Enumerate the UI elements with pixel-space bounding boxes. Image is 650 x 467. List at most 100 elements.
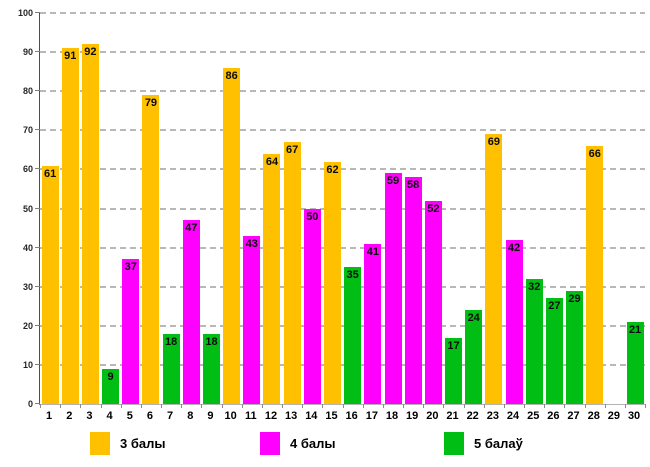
y-axis-tick-label: 90 — [22, 47, 33, 58]
bar-slot: 24 — [464, 13, 484, 404]
x-axis-tick-label: 20 — [426, 410, 439, 422]
x-axis-tick-mark — [181, 404, 183, 408]
bar: 61 — [41, 165, 59, 404]
x-axis-tick-mark — [282, 404, 283, 408]
bar: 91 — [61, 48, 79, 404]
bar: 86 — [223, 67, 241, 404]
legend-item: 3 балы — [90, 429, 165, 457]
bar: 52 — [424, 200, 442, 404]
x-axis-tick-mark — [140, 404, 142, 408]
bar-slot: 37 — [121, 13, 141, 404]
bar-value-label: 17 — [447, 339, 460, 352]
x-axis-tick-label: 29 — [607, 410, 621, 422]
y-axis-tick-mark — [35, 207, 40, 209]
x-axis-tick-mark — [80, 404, 82, 408]
legend-swatch-green — [444, 431, 464, 455]
bar-value-label: 47 — [185, 222, 198, 235]
bar-value-label: 50 — [306, 210, 319, 223]
x-axis-tick-mark — [302, 404, 304, 408]
x-axis-tick-label: 28 — [587, 410, 600, 422]
y-axis-tick-mark — [35, 246, 40, 248]
legend-label: 5 балаў — [474, 435, 523, 451]
x-axis-tick-label: 19 — [406, 410, 419, 422]
bar-value-label: 21 — [628, 323, 642, 336]
x-axis-tick-mark — [342, 404, 344, 408]
bar: 32 — [525, 278, 543, 404]
x-axis-tick-label: 5 — [126, 410, 133, 422]
x-axis-tick-mark — [483, 404, 485, 408]
bar: 21 — [626, 321, 644, 404]
x-axis-tick-label: 25 — [527, 410, 540, 422]
bar: 18 — [162, 333, 180, 404]
gridline — [40, 285, 645, 288]
legend-item: 5 балаў — [444, 429, 523, 457]
y-axis-tick-label: 40 — [22, 242, 33, 253]
x-axis-tick-mark — [221, 404, 223, 408]
x-axis-tick-mark — [463, 404, 465, 408]
bar-slot: 66 — [585, 13, 605, 404]
bar-value-label: 69 — [487, 136, 500, 149]
y-axis-tick-label: 80 — [22, 86, 33, 97]
bar-value-label: 9 — [107, 370, 114, 383]
bar-slot — [605, 13, 625, 404]
x-axis-tick-mark — [604, 404, 606, 408]
bar: 92 — [81, 44, 99, 404]
x-axis-tick-label: 14 — [305, 410, 318, 422]
bar-value-label: 18 — [205, 335, 218, 348]
x-axis-tick-mark — [403, 404, 404, 408]
bar-value-label: 18 — [164, 335, 178, 348]
x-axis-tick-label: 18 — [385, 410, 399, 422]
x-axis-tick-mark — [201, 404, 203, 408]
x-axis-tick-label: 27 — [567, 410, 580, 422]
y-axis-tick-label: 10 — [22, 359, 33, 370]
bar-value-label: 91 — [64, 50, 77, 63]
legend-swatch-magenta — [260, 431, 280, 455]
x-axis-tick-mark — [100, 404, 102, 408]
legend-item: 4 балы — [260, 429, 335, 457]
bar: 79 — [142, 95, 160, 404]
y-axis-tick-mark — [35, 285, 40, 287]
bar-slot: 52 — [423, 13, 443, 404]
gridline — [40, 363, 645, 366]
x-axis-tick-label: 26 — [547, 410, 560, 422]
bar-value-label: 66 — [588, 147, 601, 160]
bar-value-label: 37 — [124, 261, 137, 274]
bar-value-label: 61 — [43, 167, 57, 180]
bar-slot: 18 — [161, 13, 181, 404]
bar-slot: 61 — [40, 13, 60, 404]
bar: 58 — [404, 177, 422, 404]
x-axis-tick-label: 16 — [345, 410, 358, 422]
bar-value-label: 86 — [225, 69, 238, 82]
x-axis-tick-mark — [544, 404, 546, 408]
bar: 50 — [303, 208, 321, 404]
bar: 37 — [122, 259, 140, 404]
bar-value-label: 24 — [467, 312, 480, 325]
x-axis-tick-mark — [503, 404, 505, 408]
x-axis-tick-label: 23 — [486, 410, 499, 422]
y-axis-tick-mark — [35, 403, 40, 404]
x-axis-tick-mark — [423, 404, 425, 408]
bar-slot: 21 — [625, 13, 645, 404]
plot-area: 61 91 92 9 37 79 18 47 18 86 43 64 67 50 62 35 41 59 58 52 1… — [35, 12, 646, 408]
bar: 67 — [283, 142, 301, 404]
bar-slot: 86 — [222, 13, 242, 404]
x-axis-tick-mark — [241, 404, 243, 408]
bar-slot: 79 — [141, 13, 161, 404]
bar-value-label: 35 — [346, 269, 359, 282]
bar: 43 — [243, 235, 261, 404]
bar-value-label: 43 — [245, 237, 258, 250]
y-axis-tick-label: 100 — [17, 8, 33, 18]
x-axis-tick-label: 10 — [224, 410, 237, 422]
bar: 62 — [323, 161, 341, 404]
bar-value-label: 67 — [286, 144, 299, 157]
x-axis-tick-mark — [120, 404, 122, 408]
x-axis-tick-label: 30 — [627, 410, 641, 422]
gridline — [40, 207, 645, 210]
bar-slot: 92 — [80, 13, 100, 404]
x-axis-tick-label: 11 — [244, 410, 257, 422]
bar-value-label: 62 — [326, 163, 339, 176]
x-axis-tick-label: 4 — [106, 410, 113, 422]
bar: 64 — [263, 153, 281, 404]
gridline — [40, 324, 645, 327]
